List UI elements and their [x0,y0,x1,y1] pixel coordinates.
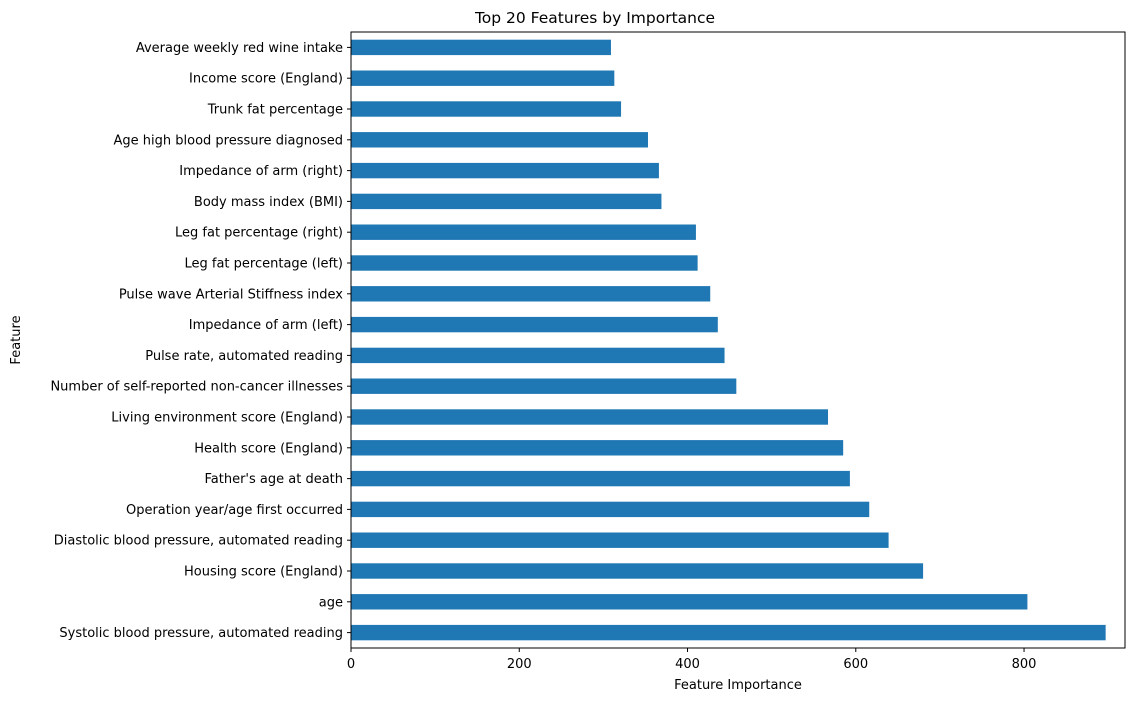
x-tick-label: 800 [1012,657,1037,672]
y-tick-label: Living environment score (England) [111,411,343,426]
bar-16 [351,162,659,179]
bar-11 [351,316,718,333]
y-tick-label: Leg fat percentage (left) [184,257,343,272]
bar-6 [351,470,850,487]
bar-19 [351,70,615,86]
bar-13 [351,255,698,271]
y-tick-label: Father's age at death [204,472,343,487]
y-tick-label: Health score (England) [194,441,343,456]
x-tick-label: 400 [675,657,700,672]
bar-17 [351,132,648,148]
axes-frame [350,31,1126,649]
y-tick-label: Age high blood pressure diagnosed [114,133,344,148]
y-tick-label: Housing score (England) [184,565,343,580]
bar-7 [351,440,844,456]
bar-12 [351,286,711,302]
y-axis-ticks: Systolic blood pressure, automated readi… [50,41,351,641]
x-tick-label: 0 [347,657,355,672]
y-axis-title: Feature [9,315,24,364]
bar-5 [351,501,870,518]
y-tick-label: Systolic blood pressure, automated readi… [59,626,343,641]
x-axis-ticks: 0 200 400 600 800 [347,648,1037,672]
y-tick-label: Pulse wave Arterial Stiffness index [119,287,343,302]
bar-4 [351,532,889,548]
y-tick-label: Trunk fat percentage [207,103,343,118]
y-tick-label: Impedance of arm (left) [189,318,343,333]
x-tick-label: 600 [843,657,868,672]
y-tick-label: Income score (England) [189,72,343,87]
bar-2 [351,594,1028,610]
y-tick-label: age [319,595,343,610]
bar-20 [351,39,611,56]
chart-title: Top 20 Features by Importance [474,9,715,27]
y-tick-label: Diastolic blood pressure, automated read… [54,534,343,549]
plot-area [351,39,1106,641]
bar-9 [351,378,737,394]
y-tick-label: Leg fat percentage (right) [175,226,343,241]
bar-10 [351,347,725,364]
bar-8 [351,409,829,425]
bar-1 [351,624,1106,641]
y-tick-label: Number of self-reported non-cancer illne… [50,380,343,395]
x-tick-label: 200 [507,657,532,672]
bar-14 [351,224,696,240]
y-tick-label: Body mass index (BMI) [194,195,343,210]
y-tick-label: Operation year/age first occurred [126,503,343,518]
x-axis-title: Feature Importance [674,678,802,693]
y-tick-label: Impedance of arm (right) [179,164,343,179]
bar-18 [351,101,622,117]
y-tick-label: Average weekly red wine intake [136,41,343,56]
bar-3 [351,563,924,579]
y-tick-label: Pulse rate, automated reading [145,349,343,364]
bar-15 [351,193,662,210]
